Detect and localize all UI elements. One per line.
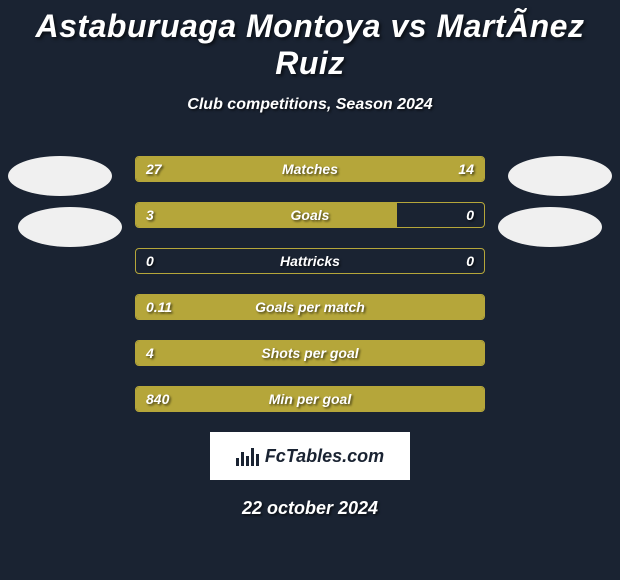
- team-right-badge: [498, 207, 602, 247]
- stat-label: Matches: [282, 161, 338, 177]
- stat-value-left: 0.11: [146, 299, 172, 315]
- stat-rows: 27 Matches 14 3 Goals 0 0 Hattricks 0 0.11 Goals p…: [135, 156, 485, 412]
- comparison-card: Astaburuaga Montoya vs MartÃnez Ruiz Clu…: [0, 0, 620, 519]
- stat-label: Goals: [291, 207, 330, 223]
- stat-row: 4 Shots per goal: [135, 340, 485, 366]
- stats-area: 27 Matches 14 3 Goals 0 0 Hattricks 0 0.11 Goals p…: [0, 156, 620, 412]
- stat-row: 0.11 Goals per match: [135, 294, 485, 320]
- stat-label: Goals per match: [255, 299, 365, 315]
- date-label: 22 october 2024: [0, 498, 620, 519]
- page-subtitle: Club competitions, Season 2024: [0, 96, 620, 114]
- stat-value-left: 3: [146, 207, 154, 223]
- stat-row: 0 Hattricks 0: [135, 248, 485, 274]
- brand-text: FcTables.com: [265, 446, 384, 467]
- brand-badge: FcTables.com: [210, 432, 410, 480]
- stat-label: Hattricks: [280, 253, 340, 269]
- stat-label: Min per goal: [269, 391, 351, 407]
- stat-value-left: 4: [146, 345, 154, 361]
- page-title: Astaburuaga Montoya vs MartÃnez Ruiz: [0, 8, 620, 82]
- team-left-badge: [18, 207, 122, 247]
- stat-row: 840 Min per goal: [135, 386, 485, 412]
- stat-label: Shots per goal: [261, 345, 358, 361]
- player-left-avatar: [8, 156, 112, 196]
- stat-bar-left: [136, 203, 397, 227]
- bar-chart-icon: [236, 446, 259, 466]
- stat-row: 27 Matches 14: [135, 156, 485, 182]
- stat-value-right: 0: [466, 253, 474, 269]
- stat-value-right: 14: [458, 161, 474, 177]
- stat-value-left: 840: [146, 391, 169, 407]
- stat-row: 3 Goals 0: [135, 202, 485, 228]
- stat-value-right: 0: [466, 207, 474, 223]
- stat-value-left: 0: [146, 253, 154, 269]
- stat-value-left: 27: [146, 161, 162, 177]
- player-right-avatar: [508, 156, 612, 196]
